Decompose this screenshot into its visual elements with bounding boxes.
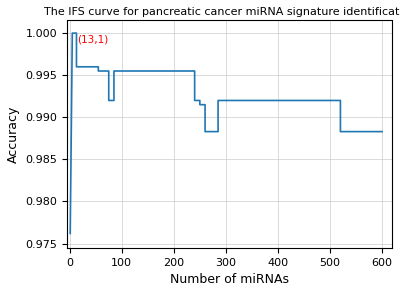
Y-axis label: Accuracy: Accuracy: [7, 105, 20, 163]
X-axis label: Number of miRNAs: Number of miRNAs: [170, 273, 289, 286]
Text: (13,1): (13,1): [77, 35, 108, 45]
Title: The IFS curve for pancreatic cancer miRNA signature identification: The IFS curve for pancreatic cancer miRN…: [44, 7, 400, 17]
